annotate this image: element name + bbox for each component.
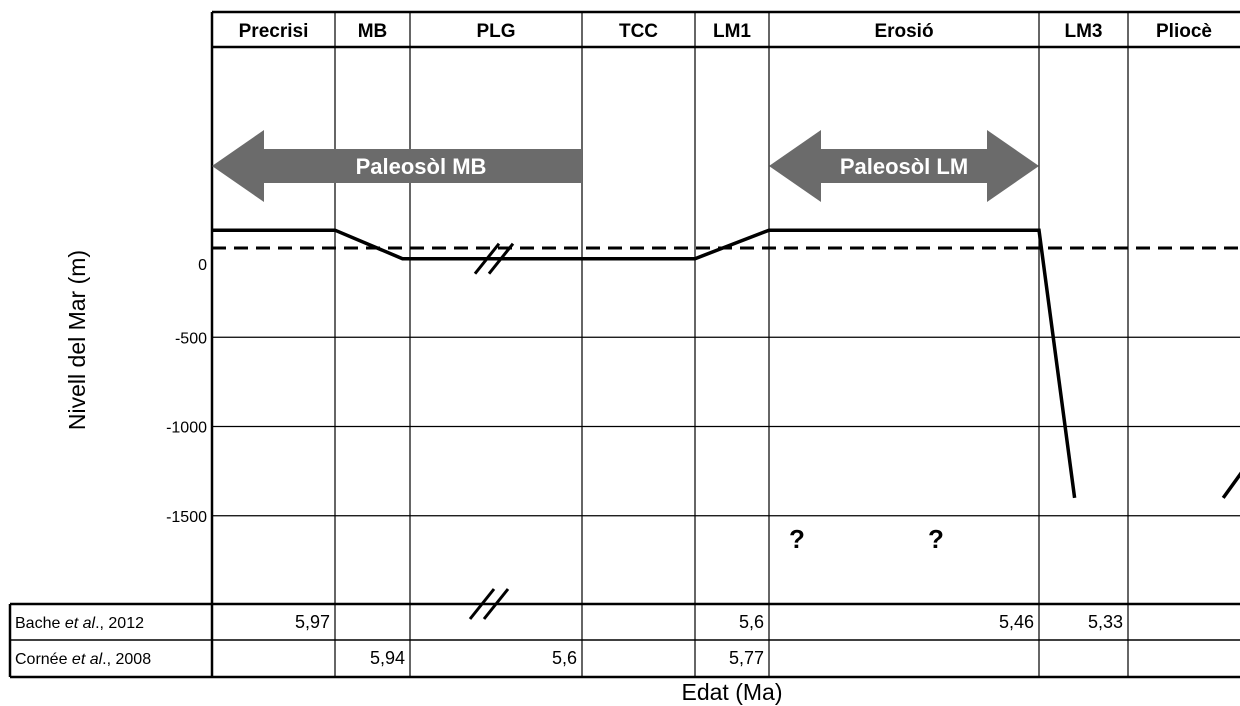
series-layer: ////??: [212, 228, 1240, 620]
sea-level-segment-2: [1221, 471, 1240, 499]
paleosol-mb-arrow: [212, 130, 582, 202]
paleosol-lm-arrow: [769, 130, 1039, 202]
paleosol-mb-arrow-label: Paleosòl MB: [356, 154, 487, 179]
arrow-layer: Paleosòl MB Paleosòl LM: [212, 130, 1039, 202]
phase-header: LM1: [713, 21, 751, 42]
phase-header: Precrisi: [239, 21, 309, 42]
table-source-label: Cornée et al., 2008: [15, 651, 151, 668]
phase-header: LM3: [1065, 21, 1103, 42]
grid-layer: [210, 12, 1240, 677]
phase-header: Pliocè: [1156, 21, 1212, 42]
table-source-label: Bache et al., 2012: [15, 615, 144, 632]
phase-header: TCC: [619, 21, 658, 42]
question-mark: ?: [928, 524, 944, 554]
break-mark-stroke: [487, 242, 515, 275]
y-tick-label: -500: [175, 330, 207, 347]
y-tick-label: -1500: [166, 509, 207, 526]
paleosol-lm-arrow-label: Paleosòl LM: [840, 154, 968, 179]
y-axis-label: Nivell del Mar (m): [64, 250, 90, 430]
table-age-value: 5,33: [1088, 612, 1123, 632]
x-axis-label: Edat (Ma): [682, 679, 783, 705]
table-age-value: 5,46: [999, 612, 1034, 632]
phase-header-layer: Precrisi MB PLG TCC LM1 Erosió LM3 Pliocè: [212, 10, 1240, 49]
break-mark-curve: //: [473, 242, 515, 275]
table-age-value: 5,77: [729, 648, 764, 668]
sea-level-segment-1: [212, 228, 1077, 499]
phase-header: MB: [358, 21, 388, 42]
phase-header: PLG: [476, 21, 515, 42]
y-tick-layer: 0 -500 -1000 -1500: [166, 257, 207, 526]
table-age-value: 5,6: [739, 612, 764, 632]
phase-header: Erosió: [874, 21, 933, 42]
y-tick-label: -1000: [166, 420, 207, 437]
table-age-value: 5,94: [370, 648, 405, 668]
y-tick-label: 0: [198, 257, 207, 274]
table-age-value: 5,6: [552, 648, 577, 668]
break-mark-stroke: [473, 242, 501, 275]
age-table-layer: Bache et al., 2012 5,97 5,6 5,46 5,33 Cornée …: [8, 602, 1240, 679]
question-mark: ?: [789, 524, 805, 554]
table-age-value: 5,97: [295, 612, 330, 632]
